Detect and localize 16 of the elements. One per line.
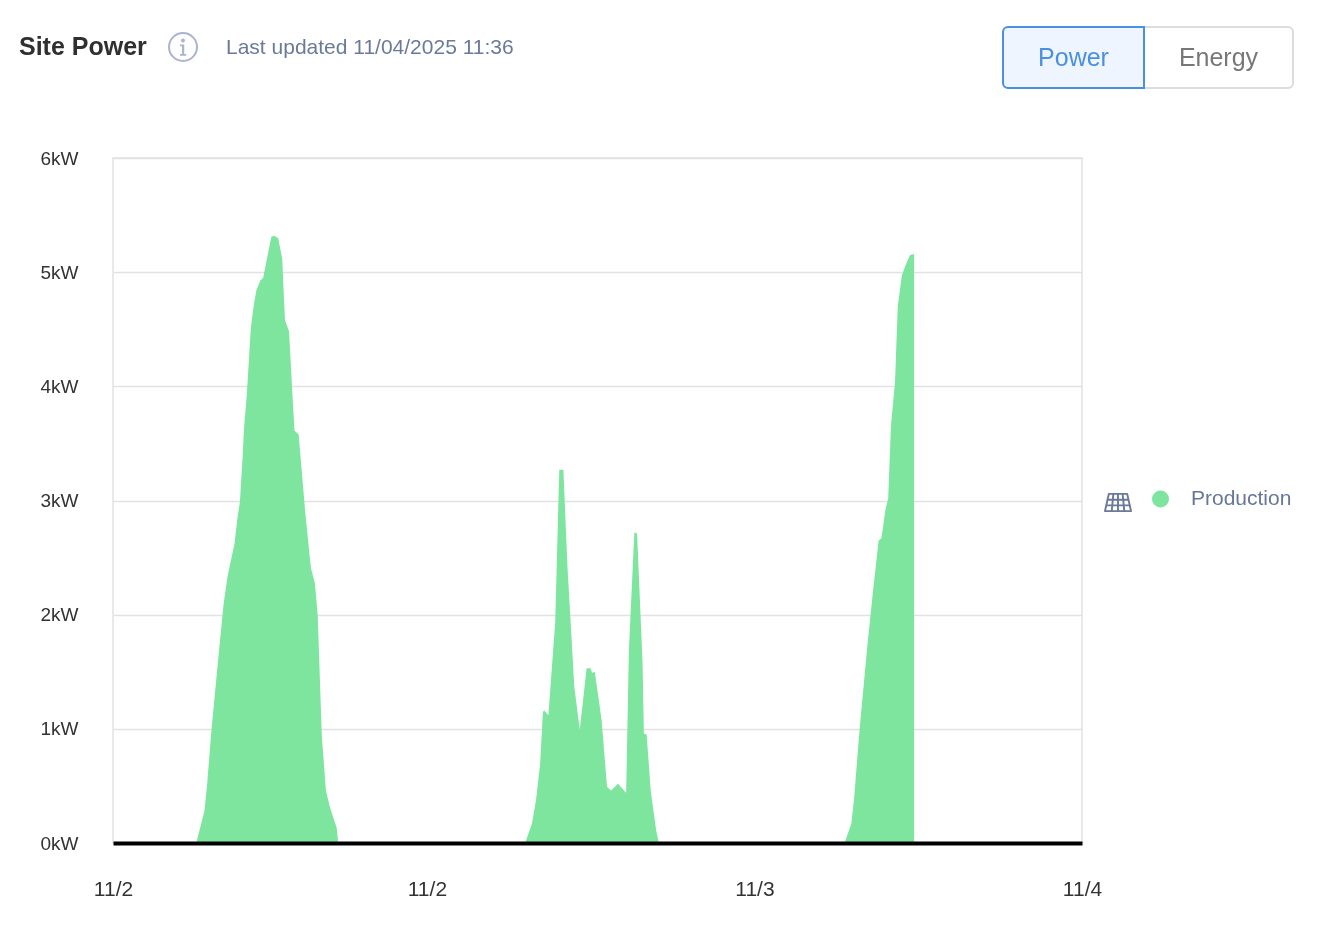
chart-title: Site Power	[19, 31, 147, 62]
y-tick-label: 2kW	[40, 604, 79, 626]
y-tick-label: 4kW	[40, 375, 79, 397]
y-tick-label: 3kW	[40, 490, 79, 511]
toggle-button[interactable]: Energy	[1145, 26, 1294, 89]
x-tick-label: 11/2	[93, 876, 134, 900]
y-tick-label: 1kW	[40, 718, 79, 740]
y-tick-label: 5kW	[40, 261, 79, 283]
chart-subtitle: Last updated 11/04/2025 11:36	[226, 34, 514, 60]
x-tick-label: 11/4	[1062, 876, 1103, 900]
y-tick-label: 6kW	[40, 147, 79, 169]
legend-label: Production	[1191, 486, 1292, 509]
x-tick-label: 11/2	[407, 876, 448, 900]
x-tick-label: 11/3	[735, 876, 775, 900]
toggle-button[interactable]: Power	[1002, 26, 1145, 89]
y-tick-label: 0kW	[40, 832, 79, 854]
